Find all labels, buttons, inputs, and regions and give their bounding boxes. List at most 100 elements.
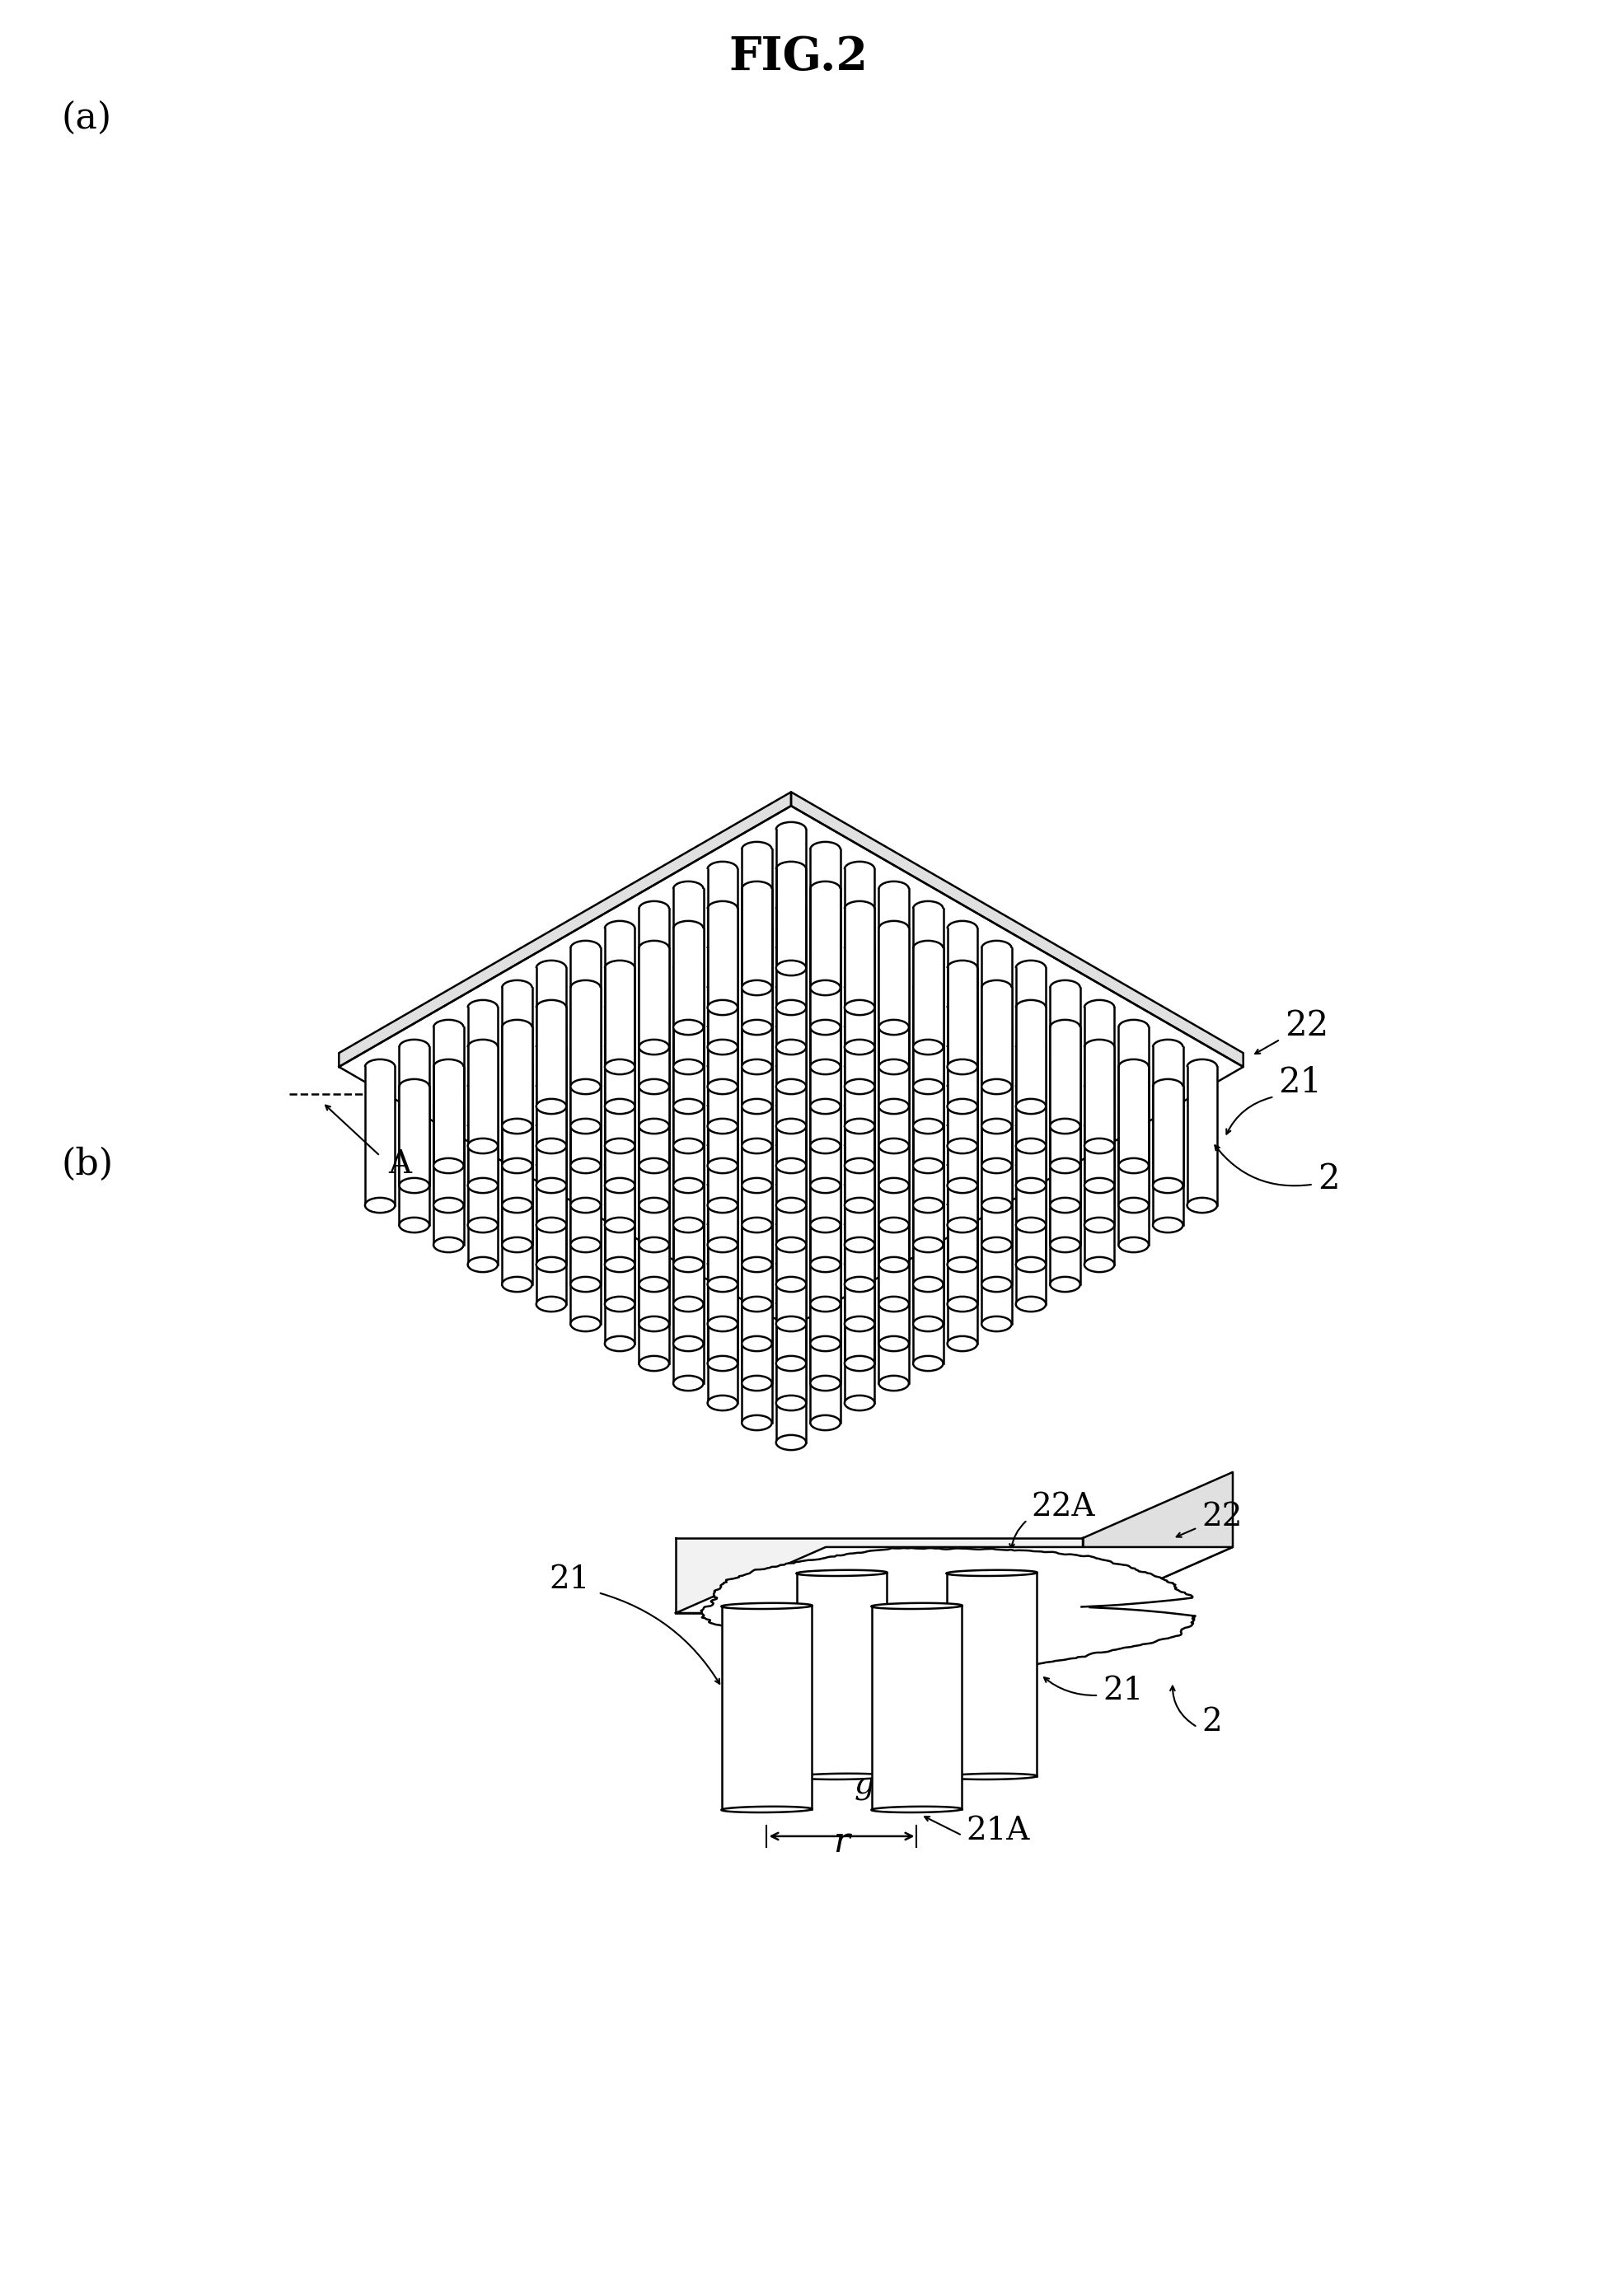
Ellipse shape (605, 1217, 636, 1233)
Ellipse shape (501, 1199, 532, 1212)
Ellipse shape (776, 1316, 806, 1332)
Ellipse shape (878, 1178, 909, 1194)
Polygon shape (797, 1573, 886, 1777)
Ellipse shape (776, 1199, 806, 1212)
Ellipse shape (674, 1375, 703, 1391)
Ellipse shape (707, 1079, 738, 1095)
Polygon shape (913, 948, 944, 1086)
Ellipse shape (913, 1079, 944, 1095)
Ellipse shape (399, 1178, 430, 1194)
Polygon shape (707, 1185, 738, 1325)
Polygon shape (570, 987, 600, 1125)
Polygon shape (639, 948, 669, 1086)
Polygon shape (639, 909, 669, 1047)
Polygon shape (845, 1265, 875, 1403)
Polygon shape (776, 1304, 806, 1442)
Polygon shape (605, 1166, 636, 1304)
Polygon shape (468, 1125, 498, 1265)
Ellipse shape (913, 1118, 944, 1134)
Ellipse shape (433, 1157, 463, 1173)
Ellipse shape (674, 1139, 703, 1153)
Polygon shape (605, 1086, 636, 1226)
Ellipse shape (776, 1001, 806, 1015)
Polygon shape (501, 1146, 532, 1283)
Text: (b): (b) (62, 1146, 113, 1182)
Polygon shape (776, 909, 806, 1047)
Polygon shape (722, 1807, 813, 1812)
Polygon shape (1016, 1125, 1046, 1265)
Ellipse shape (639, 1238, 669, 1251)
Ellipse shape (845, 1001, 875, 1015)
Ellipse shape (399, 1217, 430, 1233)
Ellipse shape (741, 1256, 771, 1272)
Text: 21: 21 (1278, 1065, 1322, 1100)
Polygon shape (605, 928, 636, 1068)
Ellipse shape (947, 1139, 977, 1153)
Ellipse shape (537, 1256, 567, 1272)
Ellipse shape (674, 1058, 703, 1075)
Polygon shape (913, 1226, 944, 1364)
Ellipse shape (570, 1079, 600, 1095)
Polygon shape (570, 1026, 600, 1166)
Polygon shape (339, 806, 1242, 1327)
Polygon shape (674, 1008, 703, 1146)
Ellipse shape (947, 1336, 977, 1350)
Ellipse shape (810, 980, 840, 994)
Polygon shape (674, 928, 703, 1068)
Polygon shape (1051, 1026, 1080, 1166)
Polygon shape (1016, 1008, 1046, 1146)
Polygon shape (741, 889, 771, 1026)
Text: (a): (a) (62, 101, 112, 135)
Ellipse shape (741, 1217, 771, 1233)
Ellipse shape (878, 1297, 909, 1311)
Polygon shape (639, 1226, 669, 1364)
Polygon shape (741, 1283, 771, 1424)
Ellipse shape (810, 1256, 840, 1272)
Ellipse shape (639, 1118, 669, 1134)
Ellipse shape (913, 1316, 944, 1332)
Ellipse shape (639, 1316, 669, 1332)
Polygon shape (878, 1205, 909, 1343)
Polygon shape (1153, 1047, 1183, 1185)
Polygon shape (947, 1086, 977, 1226)
Text: 22: 22 (1284, 1008, 1329, 1042)
Polygon shape (707, 1146, 738, 1283)
Ellipse shape (947, 1178, 977, 1194)
Ellipse shape (741, 1297, 771, 1311)
Ellipse shape (1016, 1100, 1046, 1114)
Polygon shape (570, 1185, 600, 1325)
Polygon shape (501, 1107, 532, 1244)
Ellipse shape (982, 1277, 1011, 1293)
Ellipse shape (776, 1396, 806, 1410)
Polygon shape (810, 1205, 840, 1343)
Ellipse shape (707, 1277, 738, 1293)
Polygon shape (674, 889, 703, 1026)
Polygon shape (810, 1283, 840, 1424)
Ellipse shape (674, 1178, 703, 1194)
Text: 2: 2 (1201, 1708, 1222, 1738)
Polygon shape (947, 1570, 1036, 1575)
Ellipse shape (468, 1256, 498, 1272)
Polygon shape (1016, 1166, 1046, 1304)
Ellipse shape (741, 1058, 771, 1075)
Ellipse shape (639, 1157, 669, 1173)
Text: 21A: 21A (966, 1816, 1030, 1846)
Polygon shape (1051, 1068, 1080, 1205)
Ellipse shape (674, 1019, 703, 1035)
Polygon shape (741, 969, 771, 1107)
Polygon shape (707, 987, 738, 1125)
Ellipse shape (913, 1357, 944, 1371)
Polygon shape (605, 1205, 636, 1343)
Ellipse shape (1153, 1217, 1183, 1233)
Ellipse shape (982, 1079, 1011, 1095)
Polygon shape (810, 1244, 840, 1382)
Polygon shape (1051, 987, 1080, 1125)
Ellipse shape (947, 1297, 977, 1311)
Polygon shape (797, 1570, 888, 1575)
Polygon shape (845, 1026, 875, 1166)
Ellipse shape (1051, 1199, 1080, 1212)
Polygon shape (913, 1068, 944, 1205)
Ellipse shape (707, 1001, 738, 1015)
Ellipse shape (605, 1058, 636, 1075)
Ellipse shape (878, 1375, 909, 1391)
